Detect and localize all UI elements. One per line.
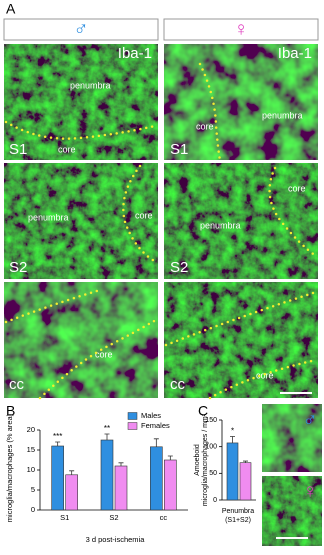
male-symbol: ♂: [74, 18, 89, 40]
region-label: core: [288, 183, 306, 193]
border-line: [268, 166, 318, 258]
stain-label: Iba-1: [118, 45, 152, 62]
y-tick-label: 0: [31, 505, 35, 514]
error-bar: [153, 438, 159, 447]
border-line: [4, 120, 157, 140]
region-label: penumbra: [28, 212, 69, 222]
micrograph-texture: [262, 476, 322, 546]
region-label: core: [58, 144, 76, 154]
region-label: core: [135, 210, 153, 220]
legend-swatch: [127, 412, 138, 420]
header-box: [3, 18, 159, 41]
error-bar: [55, 441, 61, 446]
section-label: cc: [170, 376, 186, 393]
x-tick-label: cc: [160, 513, 168, 522]
significance-label: ***: [53, 432, 62, 441]
female-symbol: ♀: [234, 18, 249, 40]
legend-label: Males: [141, 411, 161, 420]
error-bar: [243, 460, 248, 463]
bar: [51, 445, 64, 511]
x-tick-label: S1: [60, 513, 69, 522]
error-bar: [230, 436, 235, 443]
border-line: [122, 164, 158, 264]
panel-label: B: [6, 403, 15, 419]
micrograph-texture: [164, 44, 318, 160]
y-axis-label: Amoeboid: [194, 444, 201, 476]
error-bar: [69, 470, 75, 475]
region-label: core: [196, 121, 214, 131]
bar: [226, 442, 239, 501]
section-label: cc: [9, 376, 25, 393]
male-symbol: ♂: [303, 409, 318, 431]
header-box: [163, 18, 319, 41]
female-symbol: ♀: [303, 480, 318, 502]
section-label: S1: [9, 141, 27, 158]
region-label: core: [95, 349, 113, 359]
micrograph-texture: [262, 404, 322, 472]
panel-label: C: [198, 403, 208, 419]
y-tick-label: 15: [27, 445, 35, 454]
x-tick-label: (S1+S2): [225, 517, 251, 524]
bar: [65, 474, 78, 511]
region-label: penumbra: [70, 80, 111, 90]
bar: [100, 439, 114, 511]
legend-label: Females: [141, 421, 170, 430]
y-axis-label: microglia/macrophages / mm²: [202, 413, 209, 506]
bar: [164, 459, 177, 511]
micrographs: [4, 44, 318, 398]
section-label: S2: [170, 259, 188, 276]
y-tick-label: 150: [205, 417, 217, 424]
bar: [239, 462, 252, 501]
error-bar: [104, 433, 110, 440]
bar: [114, 465, 128, 511]
y-tick-label: 5: [31, 485, 35, 494]
error-bar: [167, 455, 173, 460]
y-tick-label: 20: [27, 425, 35, 434]
border-line: [4, 288, 102, 324]
region-label: penumbra: [262, 110, 303, 120]
y-tick-label: 0: [213, 497, 217, 504]
significance-label: **: [104, 424, 110, 433]
significance-label: *: [231, 427, 234, 436]
stain-label: Iba-1: [278, 45, 312, 62]
section-label: S2: [9, 259, 27, 276]
y-tick-label: 100: [205, 444, 217, 451]
bar: [150, 446, 163, 511]
y-tick-label: 50: [209, 470, 217, 477]
region-label: penumbra: [200, 220, 241, 230]
legend-swatch: [127, 422, 138, 430]
micrograph-texture: [164, 282, 318, 398]
border-line: [164, 290, 318, 347]
micrograph-texture: [4, 282, 158, 398]
panel-label: A: [6, 1, 16, 17]
x-axis-label: 3 d post-ischemia: [86, 535, 146, 544]
micrograph-texture: [4, 163, 158, 279]
x-tick-label: S2: [109, 513, 118, 522]
x-tick-label: Penumbra: [222, 508, 254, 515]
y-axis-label: microglia/macrophages (% area): [5, 413, 14, 522]
section-label: S1: [170, 141, 188, 158]
micrograph-texture: [164, 163, 318, 279]
micrograph-texture: [4, 44, 158, 160]
error-bar: [118, 462, 124, 466]
y-tick-label: 10: [27, 465, 35, 474]
